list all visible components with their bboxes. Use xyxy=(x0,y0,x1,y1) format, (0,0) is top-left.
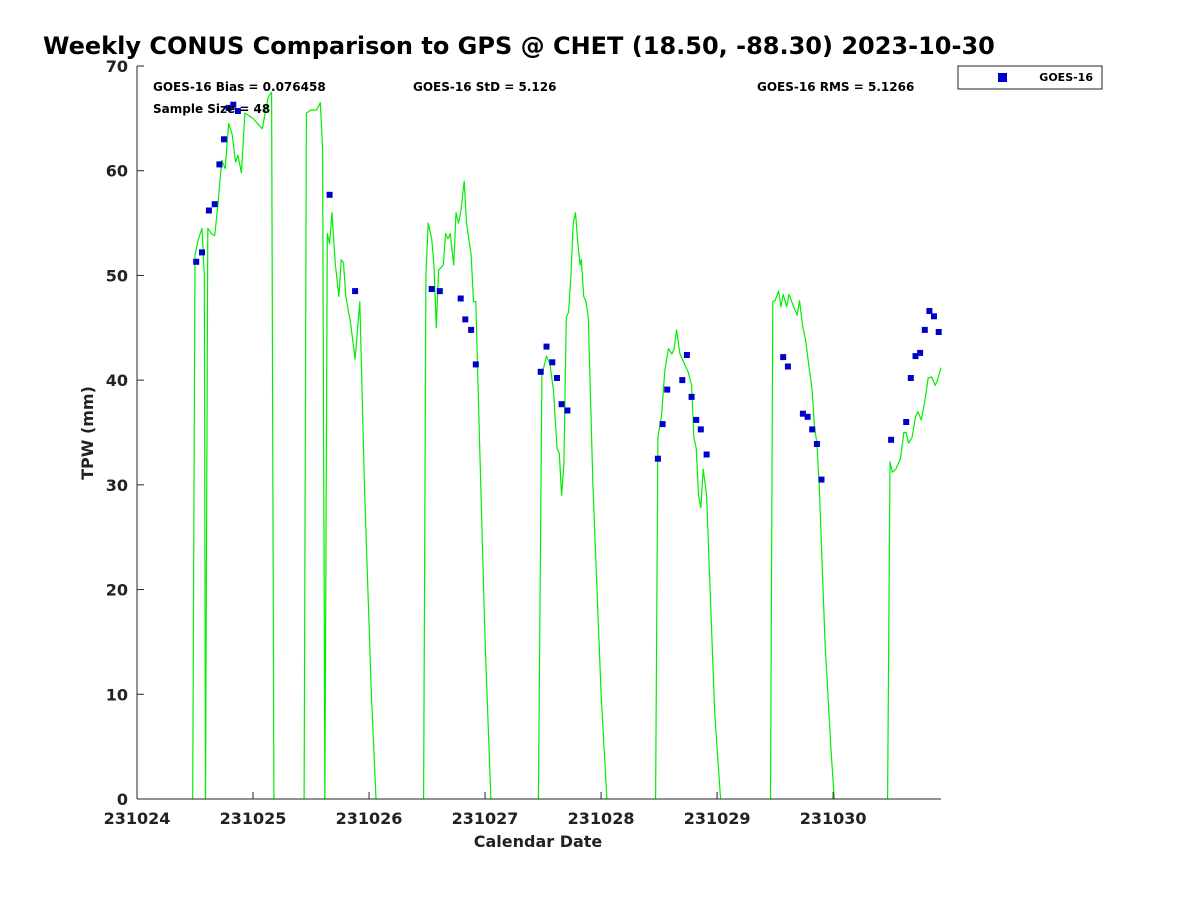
y-axis-title: TPW (mm) xyxy=(78,386,97,480)
ticks-layer: 0 10 20 30 40 50 60 70 231024 231025 231026 231027 2… xyxy=(104,57,867,828)
sample-size-stat: Sample Size = 48 xyxy=(153,102,270,116)
goes16-point xyxy=(428,286,435,292)
x-tick-label: 231028 xyxy=(568,809,635,828)
y-tick-label: 0 xyxy=(117,790,128,809)
goes16-point xyxy=(780,354,787,361)
x-tick-label: 231029 xyxy=(684,809,751,828)
series-layer xyxy=(192,91,942,800)
goes16-point xyxy=(554,375,560,381)
goes16-point xyxy=(935,329,942,335)
y-tick-label: 60 xyxy=(106,162,128,181)
goes16-point xyxy=(903,419,910,425)
gps-line-segment xyxy=(423,180,492,800)
gps-line-segment xyxy=(886,367,942,800)
legend-box xyxy=(957,65,1103,90)
goes16-point xyxy=(230,101,237,108)
goes16-point xyxy=(921,326,928,333)
goes16-point xyxy=(888,436,895,443)
goes16-point xyxy=(193,258,200,265)
goes16-point xyxy=(199,249,205,256)
gps-line-segment xyxy=(204,91,275,800)
y-tick-label: 70 xyxy=(106,57,128,76)
gps-line-segment xyxy=(303,101,326,800)
bias-stat: GOES-16 Bias = 0.076458 xyxy=(153,80,326,94)
goes16-point xyxy=(537,368,544,375)
goes16-point xyxy=(468,326,475,333)
legend: GOES-16 xyxy=(957,65,1103,90)
goes16-point xyxy=(543,343,550,350)
goes16-point xyxy=(813,441,820,447)
y-tick-label: 50 xyxy=(106,266,128,285)
x-axis-title: Calendar Date xyxy=(474,832,603,851)
goes16-point xyxy=(472,361,479,368)
x-tick-label: 231027 xyxy=(452,809,519,828)
goes16-point xyxy=(804,413,811,420)
goes16-point xyxy=(679,377,686,384)
gps-line-segment xyxy=(654,329,722,800)
goes16-point xyxy=(907,375,914,381)
legend-marker xyxy=(998,73,1007,82)
goes16-point xyxy=(818,476,825,483)
goes16-point xyxy=(549,359,556,366)
goes16-point xyxy=(216,161,223,168)
rms-stat: GOES-16 RMS = 5.1266 xyxy=(757,80,914,94)
goes16-point xyxy=(659,421,666,428)
goes16-point xyxy=(564,407,571,414)
y-tick-label: 20 xyxy=(106,581,128,600)
gps-line-segment xyxy=(192,227,207,800)
goes16-point xyxy=(799,410,806,417)
goes16-point xyxy=(931,313,937,320)
goes16-point xyxy=(654,455,661,462)
chart-title: Weekly CONUS Comparison to GPS @ CHET (1… xyxy=(43,32,995,60)
goes16-point xyxy=(234,108,241,114)
goes16-point xyxy=(683,352,690,358)
goes16-point xyxy=(221,136,227,143)
y-tick-label: 30 xyxy=(106,476,128,495)
goes16-point xyxy=(558,401,565,408)
goes16-point xyxy=(436,288,443,295)
goes16-point xyxy=(917,349,924,356)
goes16-point xyxy=(688,393,695,400)
goes16-point xyxy=(205,207,212,214)
x-tick-label: 231030 xyxy=(800,809,867,828)
goes16-point xyxy=(697,426,704,433)
goes16-point xyxy=(211,201,218,208)
goes16-point xyxy=(462,316,469,323)
goes16-point xyxy=(926,308,933,314)
gps-line-segment xyxy=(537,212,608,800)
y-tick-label: 10 xyxy=(106,685,128,704)
goes16-point xyxy=(225,104,232,111)
goes16-point xyxy=(693,416,700,423)
gps-line-segment xyxy=(769,290,835,800)
y-tick-label: 40 xyxy=(106,371,128,390)
goes16-point xyxy=(703,451,710,458)
goes16-point xyxy=(809,426,816,433)
goes16-point xyxy=(784,363,791,370)
x-tick-label: 231025 xyxy=(220,809,287,828)
std-stat: GOES-16 StD = 5.126 xyxy=(413,80,556,94)
goes16-point xyxy=(912,353,919,360)
goes16-point xyxy=(457,295,464,302)
goes16-point xyxy=(664,386,671,393)
goes16-point xyxy=(326,191,333,198)
legend-label: GOES-16 xyxy=(1039,71,1093,84)
gps-line-segment xyxy=(324,212,377,800)
goes16-point xyxy=(352,288,359,295)
x-tick-label: 231024 xyxy=(104,809,171,828)
x-tick-label: 231026 xyxy=(336,809,403,828)
